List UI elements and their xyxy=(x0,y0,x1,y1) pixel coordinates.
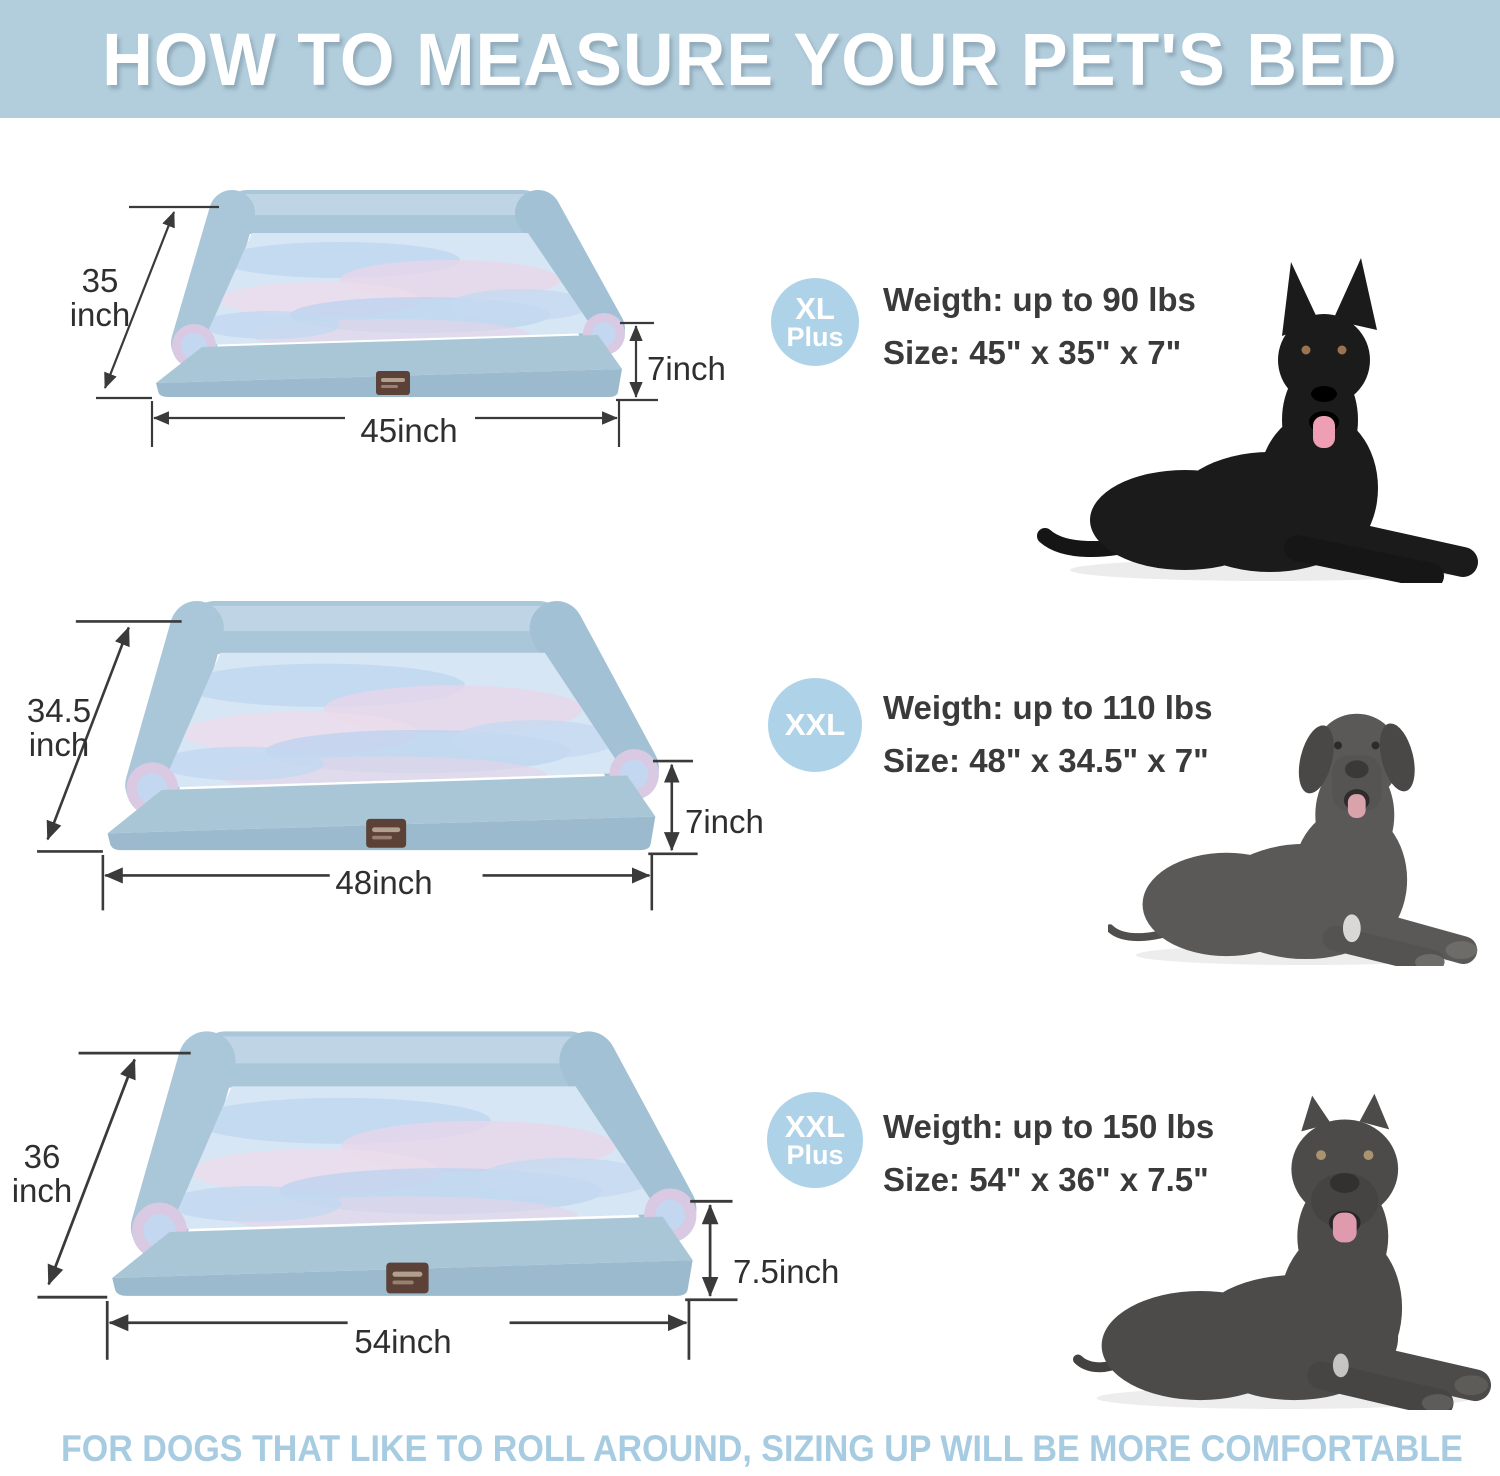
header-banner: HOW TO MEASURE YOUR PET'S BED xyxy=(0,0,1500,118)
size-info: Weigth: up to 110 lbs Size: 48" x 34.5" … xyxy=(883,689,1212,795)
german-shepherd-dog-photo xyxy=(1035,248,1490,583)
size-row-xl-plus: 35 inch 7inch 45inch XL Plus Weigth: up … xyxy=(0,118,1500,592)
weight-text: Weigth: up to 90 lbs xyxy=(883,281,1196,318)
size-badge: XXL Plus xyxy=(767,1092,863,1188)
cane-corso-dog-photo xyxy=(1072,1058,1492,1410)
depth-value: 36 xyxy=(23,1138,61,1175)
width-dimension-label: 48inch xyxy=(335,864,433,901)
depth-dimension-label: 34.5 inch xyxy=(14,692,104,764)
width-dimension-label: 45inch xyxy=(360,412,458,449)
size-info: Weigth: up to 90 lbs Size: 45" x 35" x 7… xyxy=(883,281,1196,387)
size-badge: XL Plus xyxy=(771,278,859,366)
weight-text: Weigth: up to 110 lbs xyxy=(883,689,1213,726)
size-badge-line2: Plus xyxy=(786,1139,844,1170)
size-badge: XXL xyxy=(768,678,862,772)
depth-dimension-label: 36 inch xyxy=(0,1138,84,1210)
size-text: Size: 48" x 34.5" x 7" xyxy=(883,742,1209,779)
size-row-xxl: 34.5 inch 7inch 48inch XXL Weigth: up to… xyxy=(0,592,1500,1012)
depth-value: 34.5 xyxy=(26,692,92,729)
size-badge-line1: XXL xyxy=(784,1108,846,1144)
depth-unit: inch xyxy=(69,296,131,334)
depth-unit: inch xyxy=(11,1172,73,1210)
weight-text: Weigth: up to 150 lbs xyxy=(883,1108,1215,1145)
size-badge-line1: XXL xyxy=(784,706,846,742)
height-dimension-label: 7.5inch xyxy=(733,1253,840,1290)
great-dane-dog-photo xyxy=(1108,668,1493,966)
size-text: Size: 45" x 35" x 7" xyxy=(883,334,1182,371)
depth-unit: inch xyxy=(28,726,90,764)
depth-dimension-label: 35 inch xyxy=(55,262,145,334)
width-dimension-label: 54inch xyxy=(354,1323,452,1360)
size-row-xxl-plus: 36 inch 7.5inch 54inch XXL Plus Weigth: … xyxy=(0,1012,1500,1432)
page-title: HOW TO MEASURE YOUR PET'S BED xyxy=(102,17,1398,101)
size-badge-line1: XL xyxy=(795,290,835,326)
footer-note: FOR DOGS THAT LIKE TO ROLL AROUND, SIZIN… xyxy=(60,1428,1463,1469)
depth-value: 35 xyxy=(81,262,119,299)
size-badge-line2: Plus xyxy=(786,321,844,352)
footer-note-bar: FOR DOGS THAT LIKE TO ROLL AROUND, SIZIN… xyxy=(0,1428,1500,1470)
height-dimension-label: 7inch xyxy=(647,350,726,387)
bed-measurement-illustration xyxy=(30,1025,740,1370)
size-text: Size: 54" x 36" x 7.5" xyxy=(883,1161,1209,1198)
size-info: Weigth: up to 150 lbs Size: 54" x 36" x … xyxy=(883,1108,1214,1214)
height-dimension-label: 7inch xyxy=(685,803,764,840)
